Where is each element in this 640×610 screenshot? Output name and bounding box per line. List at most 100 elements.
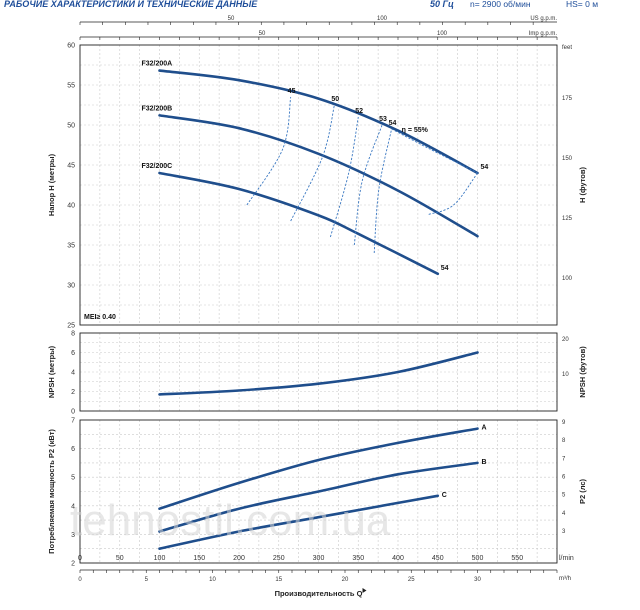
head-ytick-label: 35 [67, 243, 75, 250]
npsh-ytick-right-label: 10 [562, 372, 569, 378]
npsh-ytick-right-label: 20 [562, 337, 569, 343]
power-ytick-right-label: 4 [562, 511, 566, 517]
head-ytick-label: 50 [67, 123, 75, 130]
npsh-ylabel-right: NPSH (футов) [578, 346, 587, 398]
top-axis-imp-tick-label: 50 [259, 31, 266, 37]
efficiency-label: 50 [331, 96, 339, 103]
power-ytick-label: 7 [71, 418, 75, 425]
bottom-axis-m3h-tick-label: 5 [145, 577, 149, 583]
efficiency-end-label: 54 [441, 265, 449, 272]
power-series-line-C [158, 494, 440, 550]
bottom-axis-m3h-label: m³/h [559, 576, 571, 582]
efficiency-label: 52 [355, 108, 363, 115]
bottom-axis-lmin-tick-label: 50 [116, 555, 124, 562]
efficiency-label: 54 [389, 120, 397, 127]
head-ytick-label: 60 [67, 43, 75, 50]
power-ylabel: Потребляемая мощность P2 (кВт) [47, 429, 56, 554]
efficiency-label: 53 [379, 116, 387, 123]
power-frame [79, 419, 558, 564]
bottom-axis-lmin-tick-label: 400 [392, 555, 404, 562]
head-series-line-F32/200C [158, 171, 440, 276]
npsh-ytick-label: 0 [71, 409, 75, 416]
top-axis-us-tick-label: 50 [228, 16, 235, 22]
power-series-label: A [482, 425, 487, 432]
power-ytick-right-label: 7 [562, 456, 566, 462]
power-ytick-label: 6 [71, 446, 75, 453]
power-ytick-right-label: 3 [562, 529, 566, 535]
bottom-axis-lmin-tick-label: 500 [472, 555, 484, 562]
bottom-axis-lmin-tick-label: 100 [154, 555, 166, 562]
header-frequency: 50 Гц [430, 0, 454, 9]
header-hs: HS= 0 м [566, 0, 598, 9]
head-ylabel-right: H (футов) [578, 167, 587, 203]
head-ytick-label: 25 [67, 323, 75, 330]
efficiency-line [290, 104, 335, 222]
bottom-axis-m3h-tick-label: 15 [275, 577, 282, 583]
x-axis-arrow [362, 588, 367, 593]
watermark: tehnostil.com.ua [70, 496, 391, 545]
npsh-frame [79, 332, 558, 412]
bottom-axis-lmin-tick-label: 450 [432, 555, 444, 562]
bottom-axis-lmin-tick-label: 550 [511, 555, 523, 562]
npsh-ytick-label: 4 [71, 370, 75, 377]
head-ytick-right-label: feet [562, 45, 572, 51]
bottom-axis-m3h-tick-label: 0 [78, 577, 82, 583]
power-ytick-label: 4 [71, 503, 75, 510]
power-ytick-right-label: 5 [562, 493, 566, 499]
bottom-axis-m3h-tick-label: 25 [408, 577, 415, 583]
npsh-series-line-0 [158, 351, 479, 396]
top-axis-imp-tick-label: 100 [437, 31, 448, 37]
npsh-ytick-label: 8 [71, 331, 75, 338]
head-ytick-label: 30 [67, 283, 75, 290]
top-axis-imp-label: Imp g.p.m. [529, 31, 558, 37]
power-ytick-label: 5 [71, 475, 75, 482]
efficiency-line [428, 172, 478, 216]
power-series-label: C [442, 492, 447, 499]
header-speed: n= 2900 об/мин [470, 0, 531, 9]
x-axis-title: Производительность Q [275, 589, 363, 598]
head-frame [79, 44, 558, 326]
npsh-ytick-label: 2 [71, 389, 75, 396]
head-ylabel: Напор H (метры) [47, 153, 56, 216]
power-ytick-label: 3 [71, 532, 75, 539]
efficiency-end-label: 54 [481, 164, 489, 171]
head-series-label: F32/200A [142, 61, 173, 68]
head-ytick-right-label: 100 [562, 276, 573, 282]
head-ytick-right-label: 175 [562, 96, 573, 102]
bottom-axis-lmin-tick-label: 0 [78, 555, 82, 562]
bottom-axis-lmin-tick-label: 150 [193, 555, 205, 562]
mei-annotation: MEI≥ 0.40 [84, 314, 116, 321]
head-ytick-label: 45 [67, 163, 75, 170]
power-ytick-right-label: 8 [562, 438, 566, 444]
power-ytick-label: 2 [71, 561, 75, 568]
head-series-line-F32/200A [158, 69, 479, 175]
bottom-axis-lmin-tick-label: 200 [233, 555, 245, 562]
npsh-ylabel: NPSH (метры) [47, 345, 56, 398]
bottom-axis-m3h-tick-label: 10 [209, 577, 216, 583]
header-title: РАБОЧИЕ ХАРАКТЕРИСТИКИ И ТЕХНИЧЕСКИЕ ДАН… [4, 0, 258, 9]
bottom-axis-lmin-label: l/min [559, 555, 574, 562]
power-series-label: B [482, 459, 487, 466]
bottom-axis-m3h-tick-label: 30 [474, 577, 481, 583]
efficiency-prefix: η = 55% [402, 127, 429, 134]
power-ytick-right-label: 6 [562, 475, 566, 481]
efficiency-line [329, 116, 359, 238]
head-ytick-right-label: 125 [562, 216, 573, 222]
efficiency-label: 45 [288, 88, 296, 95]
bottom-axis-lmin-tick-label: 250 [273, 555, 285, 562]
bottom-axis-lmin-tick-label: 300 [313, 555, 325, 562]
top-axis-us-label: US g.p.m. [530, 16, 557, 22]
npsh-ytick-label: 6 [71, 350, 75, 357]
head-ytick-label: 40 [67, 203, 75, 210]
power-series-line-B [158, 461, 479, 533]
power-series-line-A [158, 427, 479, 510]
bottom-axis-lmin-tick-label: 350 [352, 555, 364, 562]
efficiency-line [391, 128, 478, 174]
efficiency-line [373, 128, 393, 254]
head-series-label: F32/200C [142, 163, 173, 170]
head-ytick-label: 55 [67, 83, 75, 90]
top-axis-us-tick-label: 100 [377, 16, 388, 22]
head-ytick-right-label: 150 [562, 156, 573, 162]
